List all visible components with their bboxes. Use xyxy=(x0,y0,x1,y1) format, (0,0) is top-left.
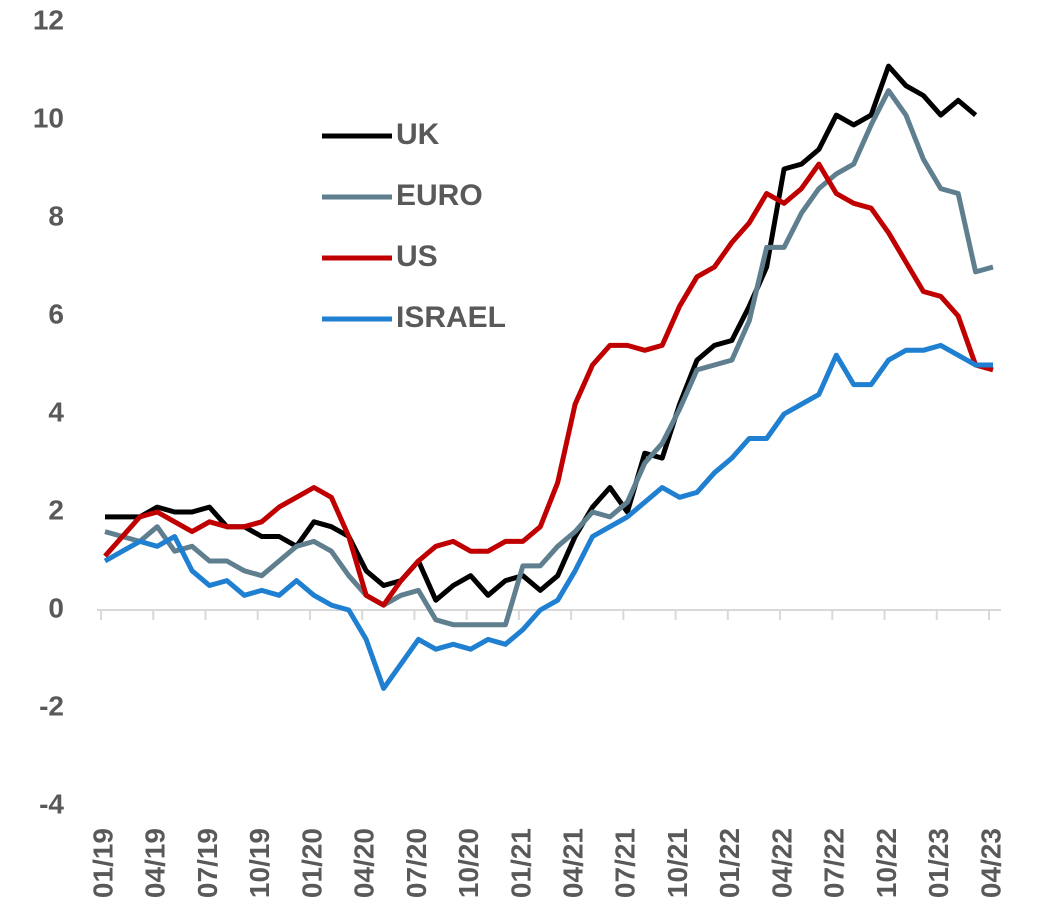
x-tick-label: 04/19 xyxy=(140,828,171,898)
y-tick-label: -2 xyxy=(39,690,64,721)
x-tick-label: 04/23 xyxy=(975,828,1006,898)
x-tick-label: 07/21 xyxy=(610,828,641,898)
y-tick-label: 4 xyxy=(48,396,64,427)
x-tick-label: 01/23 xyxy=(923,828,954,898)
x-tick-label: 07/22 xyxy=(819,828,850,898)
x-tick-label: 04/22 xyxy=(766,828,797,898)
x-tick-label: 01/20 xyxy=(296,828,327,898)
legend-label: EURO xyxy=(396,179,483,212)
x-tick-label: 07/20 xyxy=(401,828,432,898)
y-tick-label: 8 xyxy=(48,200,64,231)
y-tick-label: 2 xyxy=(48,494,64,525)
y-tick-label: 10 xyxy=(33,102,64,133)
legend-label: UK xyxy=(396,118,440,151)
x-tick-label: 10/22 xyxy=(871,828,902,898)
y-tick-label: 0 xyxy=(48,592,64,623)
x-tick-label: 10/21 xyxy=(662,828,693,898)
series-line xyxy=(105,63,978,603)
y-tick-label: 12 xyxy=(33,4,64,35)
x-tick-label: 01/21 xyxy=(505,828,536,898)
x-tick-label: 07/19 xyxy=(192,828,223,898)
x-tick-label: 10/20 xyxy=(453,828,484,898)
series-line xyxy=(104,88,994,628)
series-line xyxy=(103,161,994,608)
x-tick-label: 01/19 xyxy=(87,828,118,898)
series-line xyxy=(103,342,993,691)
legend-label: US xyxy=(396,240,438,273)
x-tick-label: 01/22 xyxy=(714,828,745,898)
x-tick-label: 04/20 xyxy=(349,828,380,898)
x-tick-label: 10/19 xyxy=(244,828,275,898)
legend-label: ISRAEL xyxy=(396,301,506,334)
y-tick-label: 6 xyxy=(48,298,64,329)
x-tick-label: 04/21 xyxy=(558,828,589,898)
y-tick-label: -4 xyxy=(39,788,64,819)
